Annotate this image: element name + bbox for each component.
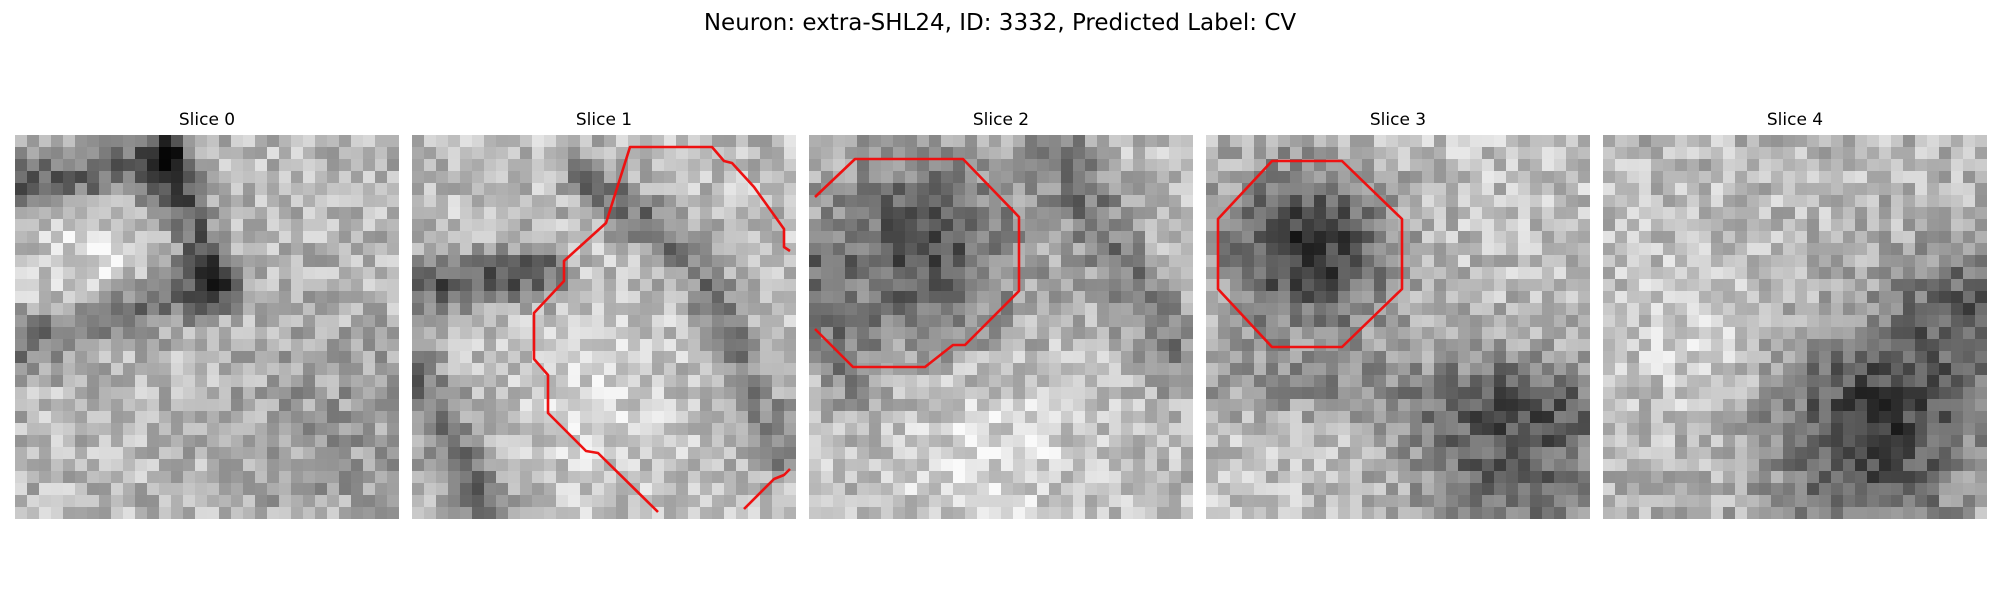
segmentation-contour (532, 145, 791, 513)
segmentation-contour (1216, 159, 1404, 349)
slice-title: Slice 3 (1369, 110, 1427, 130)
segmentation-contour (743, 468, 791, 510)
segmentation-contour (814, 157, 1021, 369)
figure-title: Neuron: extra-SHL24, ID: 3332, Predicted… (703, 10, 1297, 36)
slice-title: Slice 1 (575, 110, 633, 130)
grayscale-pixel-grid (1603, 135, 1987, 519)
slice-image (809, 135, 1193, 519)
slice-image (1603, 135, 1987, 519)
slice-image (412, 135, 796, 519)
slice-title: Slice 0 (178, 110, 236, 130)
slice-title: Slice 4 (1766, 110, 1824, 130)
grayscale-pixel-grid (15, 135, 399, 519)
grayscale-pixel-grid (809, 135, 1193, 519)
slice-image (1206, 135, 1590, 519)
slice-image (15, 135, 399, 519)
slice-title: Slice 2 (972, 110, 1030, 130)
grayscale-pixel-grid (1206, 135, 1590, 519)
grayscale-pixel-grid (412, 135, 796, 519)
